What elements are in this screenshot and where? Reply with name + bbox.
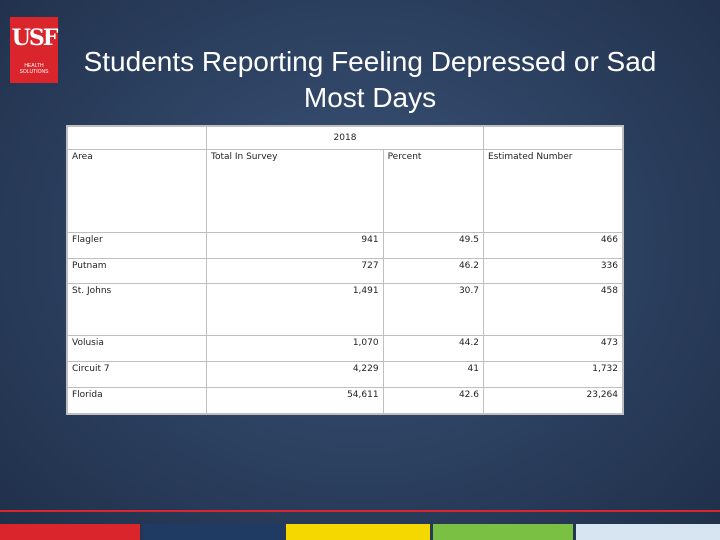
table-row: St. Johns 1,491 30.7 458 <box>66 283 624 337</box>
area-cell: St. Johns <box>66 283 207 337</box>
percent-cell: 49.5 <box>382 232 485 259</box>
header-estimated: Estimated Number <box>483 149 624 233</box>
header-percent: Percent <box>382 149 485 233</box>
percent-cell: 44.2 <box>382 335 485 363</box>
estimated-cell: 473 <box>483 335 624 363</box>
percent-cell: 30.7 <box>382 283 485 337</box>
footer-red-line <box>0 510 720 512</box>
total-cell: 1,491 <box>206 283 384 337</box>
logo-subtitle: HEALTH SOLUTIONS <box>19 63 49 75</box>
table-row: Circuit 7 4,229 41 1,732 <box>66 361 624 388</box>
total-cell: 4,229 <box>206 361 384 388</box>
table-row: Volusia 1,070 44.2 473 <box>66 335 624 363</box>
area-cell: Circuit 7 <box>66 361 207 388</box>
footer-segment-yellow <box>286 524 430 540</box>
area-cell: Florida <box>66 386 207 415</box>
footer-segment-red <box>0 524 140 540</box>
header-area: Area <box>66 149 207 233</box>
total-cell: 727 <box>206 257 384 285</box>
total-cell: 54,611 <box>206 386 384 415</box>
footer-color-bar <box>0 510 720 540</box>
table-row: Putnam 727 46.2 336 <box>66 257 624 285</box>
column-header-row: Area Total In Survey Percent Estimated N… <box>66 149 624 233</box>
total-cell: 1,070 <box>206 335 384 363</box>
year-header-row: 2018 <box>66 125 624 150</box>
depression-data-table: 2018 Area Total In Survey Percent Estima… <box>66 125 624 415</box>
estimated-cell: 336 <box>483 257 624 285</box>
area-cell: Volusia <box>66 335 207 363</box>
logo-mark: USF <box>11 25 59 51</box>
total-cell: 941 <box>206 232 384 259</box>
table-row: Flagler 941 49.5 466 <box>66 232 624 259</box>
area-cell: Putnam <box>66 257 207 285</box>
percent-cell: 41 <box>382 361 485 388</box>
estimated-cell: 1,732 <box>483 361 624 388</box>
usf-health-logo: USF HEALTH SOLUTIONS <box>10 17 58 83</box>
percent-cell: 42.6 <box>382 386 485 415</box>
footer-segment-green <box>433 524 573 540</box>
percent-cell: 46.2 <box>382 257 485 285</box>
estimated-cell: 458 <box>483 283 624 337</box>
header-total: Total In Survey <box>206 149 384 233</box>
footer-segment-navy <box>143 524 283 540</box>
estimated-cell: 466 <box>483 232 624 259</box>
year-blank-cell-right <box>483 125 624 150</box>
slide-title: Students Reporting Feeling Depressed or … <box>70 44 670 116</box>
slide-title-line-1: Students Reporting Feeling Depressed or … <box>83 46 657 77</box>
area-cell: Flagler <box>66 232 207 259</box>
footer-segment-light-blue <box>576 524 720 540</box>
year-blank-cell <box>66 125 207 150</box>
estimated-cell: 23,264 <box>483 386 624 415</box>
slide-title-line-2: Most Days <box>303 82 437 113</box>
year-cell: 2018 <box>206 125 484 150</box>
table-row: Florida 54,611 42.6 23,264 <box>66 386 624 415</box>
